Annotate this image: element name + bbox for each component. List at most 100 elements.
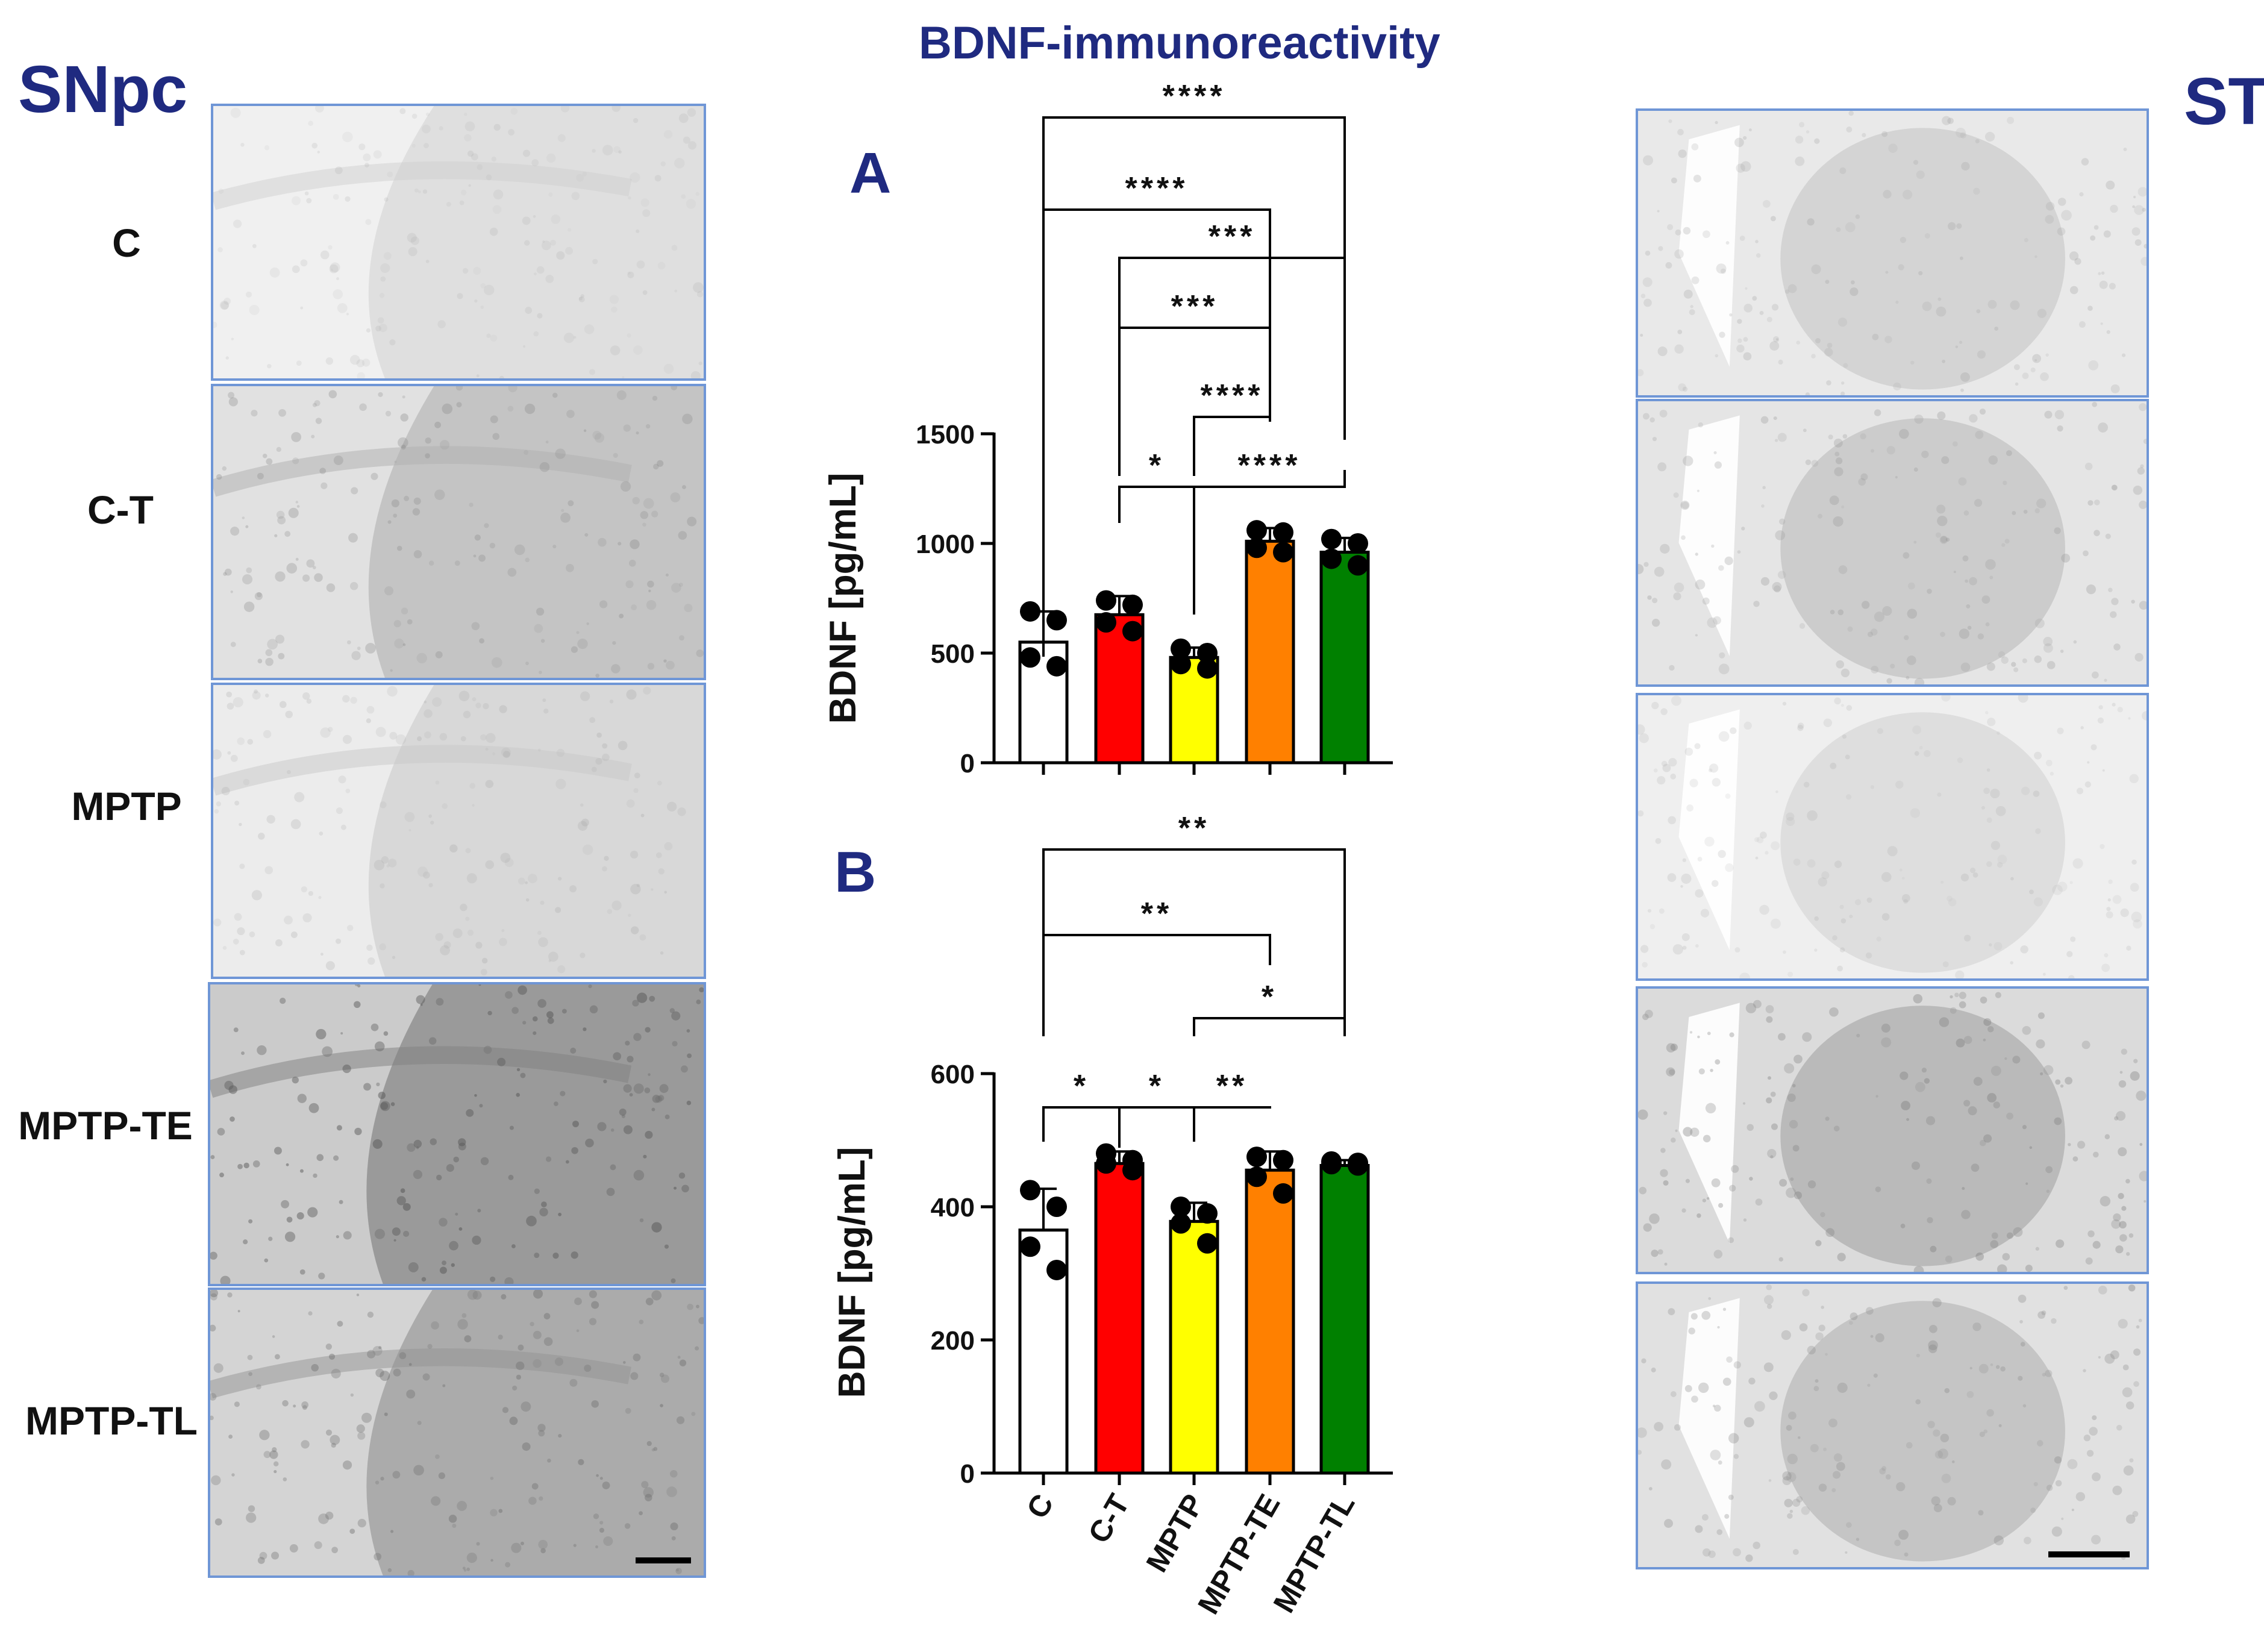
- tissue-speck: [408, 1363, 412, 1366]
- tissue-speck: [422, 189, 428, 194]
- tissue-speck: [1913, 160, 1919, 165]
- tissue-speck: [1924, 233, 1930, 239]
- tissue-speck: [1784, 289, 1790, 294]
- tissue-speck: [2004, 1057, 2007, 1060]
- tissue-speck: [618, 150, 622, 154]
- tissue-speck: [428, 560, 434, 566]
- tissue-speck: [1720, 268, 1726, 274]
- tissue-speck: [2034, 751, 2042, 760]
- tissue-speck: [1712, 1404, 1716, 1407]
- tissue-speck: [1993, 1101, 2000, 1109]
- tissue-speck: [620, 481, 631, 492]
- tissue-speck: [1674, 249, 1684, 259]
- tissue-speck: [1681, 535, 1686, 540]
- tissue-speck: [1915, 1081, 1925, 1092]
- tissue-speck: [2081, 158, 2089, 166]
- tissue-speck: [574, 336, 577, 339]
- tissue-speck: [541, 1201, 547, 1207]
- tissue-speck: [2007, 116, 2015, 124]
- tissue-speck: [485, 748, 489, 751]
- tissue-speck: [483, 284, 495, 296]
- tissue-speck: [1781, 1330, 1791, 1341]
- tissue-speck: [2051, 1526, 2062, 1537]
- tissue-speck: [243, 601, 255, 612]
- tissue-speck: [1981, 806, 1985, 810]
- tissue-speck: [2131, 599, 2135, 604]
- tissue-speck: [1712, 778, 1721, 787]
- tissue-speck: [2010, 961, 2013, 965]
- tissue-speck: [1724, 1513, 1730, 1519]
- tissue-speck: [610, 1164, 616, 1171]
- significance-bracket: [1118, 257, 1346, 476]
- tissue-speck: [548, 951, 558, 962]
- tissue-speck: [1947, 117, 1954, 124]
- tissue-speck: [242, 516, 245, 519]
- tissue-speck: [1652, 437, 1657, 442]
- tissue-speck: [525, 662, 529, 665]
- tissue-speck: [1668, 119, 1672, 124]
- tissue-speck: [262, 453, 267, 458]
- tissue-speck: [299, 1169, 304, 1173]
- tissue-speck: [349, 1528, 355, 1534]
- tissue-speck: [2002, 1253, 2010, 1261]
- tissue-speck: [210, 1415, 214, 1421]
- tissue-speck: [386, 864, 390, 868]
- tissue-speck: [346, 640, 351, 645]
- tissue-speck: [1772, 336, 1780, 343]
- tissue-speck: [2080, 726, 2084, 730]
- tissue-speck: [284, 1231, 296, 1242]
- tissue-speck: [1963, 1100, 1971, 1107]
- tissue-speck: [2092, 1415, 2097, 1421]
- tissue-speck: [251, 890, 262, 901]
- tissue-speck: [1974, 499, 1983, 507]
- tissue-speck: [373, 150, 382, 159]
- tissue-speck: [499, 705, 507, 713]
- tissue-speck: [1691, 1395, 1698, 1403]
- tissue-speck: [1940, 1433, 1950, 1443]
- tissue-speck: [2133, 1059, 2138, 1063]
- tissue-speck: [465, 916, 470, 921]
- tissue-speck: [1899, 428, 1909, 439]
- tissue-speck: [330, 1435, 340, 1445]
- tissue-speck: [552, 1252, 559, 1259]
- tissue-speck: [2114, 1116, 2119, 1121]
- tissue-speck: [681, 194, 686, 199]
- tissue-speck: [257, 592, 262, 598]
- tissue-speck: [618, 740, 628, 751]
- tissue-speck: [500, 853, 511, 863]
- data-point: [1197, 1233, 1218, 1254]
- tissue-speck: [1725, 241, 1730, 245]
- tissue-speck: [545, 440, 549, 444]
- tissue-speck: [439, 126, 443, 131]
- tissue-speck: [439, 440, 450, 450]
- tissue-speck: [516, 1361, 525, 1371]
- tissue-speck: [2010, 300, 2020, 310]
- tissue-speck: [2061, 1517, 2064, 1520]
- snpc-label-c: C: [112, 221, 141, 265]
- tissue-speck: [1653, 768, 1658, 773]
- tissue-speck: [632, 496, 640, 505]
- tissue-speck: [1886, 446, 1895, 455]
- tissue-speck: [1886, 678, 1892, 684]
- tissue-speck: [2128, 1284, 2136, 1292]
- tissue-speck: [1669, 665, 1675, 671]
- tissue-speck: [2060, 1084, 2064, 1088]
- tissue-speck: [1940, 536, 1947, 543]
- tissue-speck: [1807, 859, 1816, 868]
- tissue-speck: [219, 1172, 224, 1178]
- tissue-speck: [252, 691, 261, 700]
- tissue-speck: [1683, 455, 1693, 466]
- tissue-speck: [292, 1077, 299, 1084]
- tissue-speck: [1927, 589, 1932, 594]
- tissue-speck: [2121, 1048, 2128, 1055]
- tissue-speck: [695, 1346, 699, 1351]
- tissue-speck: [224, 568, 232, 576]
- tissue-speck: [1743, 337, 1748, 342]
- tissue-speck: [1745, 287, 1748, 290]
- tissue-speck: [639, 1218, 644, 1222]
- tissue-speck: [1888, 143, 1898, 153]
- y-tick-label: 500: [931, 639, 975, 669]
- tissue-speck: [330, 262, 340, 273]
- tissue-speck: [300, 259, 308, 267]
- tissue-speck: [1642, 962, 1648, 968]
